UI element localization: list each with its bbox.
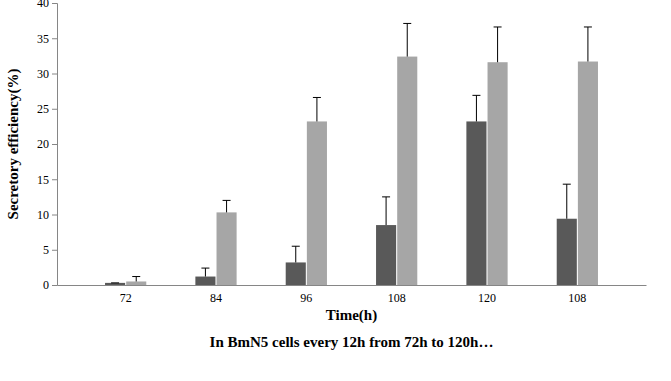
y-tick-mark: [52, 179, 57, 180]
x-tick: 72: [120, 285, 132, 305]
y-tick: 20: [37, 137, 57, 151]
bar: [488, 62, 508, 285]
y-tick: 0: [43, 278, 57, 292]
bar: [376, 225, 396, 285]
error-cap: [313, 97, 321, 98]
y-tick-label: 40: [37, 0, 49, 10]
y-tick-mark: [52, 215, 57, 216]
x-tick: 84: [210, 285, 222, 305]
y-tick: 15: [37, 173, 57, 187]
error-cap: [132, 276, 140, 277]
error-cap: [201, 268, 209, 269]
y-tick: 40: [37, 0, 57, 10]
y-tick-mark: [52, 74, 57, 75]
bar: [105, 283, 125, 285]
error-cap: [563, 184, 571, 185]
x-axis: 72 84 96 108 120 108: [58, 285, 647, 305]
x-axis-line: [58, 285, 647, 286]
bar: [466, 121, 486, 285]
chart: 0 5 10 15 20 25 30 35 40 72 84 96 108 120 108 Time(h) Se…: [0, 0, 671, 381]
x-tick-label: 120: [478, 291, 496, 305]
y-tick: 30: [37, 67, 57, 81]
error-cap: [111, 282, 119, 283]
y-tick-mark: [52, 285, 57, 286]
x-tick: 120: [478, 285, 496, 305]
error-cap: [584, 26, 592, 27]
y-axis-line: [52, 4, 58, 286]
x-axis-title: Time(h): [326, 307, 377, 324]
marks: [105, 23, 598, 285]
error-cap: [223, 200, 231, 201]
error-cap: [494, 26, 502, 27]
error-bar: [566, 184, 567, 219]
title: In BmN5 cells every 12h from 72h to 120h…: [210, 334, 494, 350]
y-tick: 10: [37, 208, 57, 222]
y-tick-label: 0: [43, 278, 49, 292]
error-bar: [497, 27, 498, 62]
error-cap: [382, 196, 390, 197]
error-cap: [472, 95, 480, 96]
error-bar: [316, 97, 317, 121]
bar: [307, 121, 327, 285]
bar: [397, 57, 417, 285]
y-axis-title: Secretory efficiency(%): [5, 69, 22, 220]
error-bar: [136, 277, 137, 282]
y-tick: 35: [37, 32, 57, 46]
x-tick-label: 108: [568, 291, 586, 305]
error-bar: [226, 200, 227, 212]
series: [126, 23, 598, 285]
error-cap: [403, 23, 411, 24]
y-tick-mark: [52, 3, 57, 4]
y-tick-label: 20: [37, 137, 49, 151]
error-bar: [205, 268, 206, 276]
x-tick-label: 84: [210, 291, 222, 305]
bar: [578, 62, 598, 285]
y-tick-label: 5: [43, 243, 49, 257]
bar: [557, 219, 577, 285]
y-tick: 25: [37, 102, 57, 116]
error-bar: [587, 27, 588, 62]
bar: [126, 281, 146, 285]
x-tick: 108: [388, 285, 406, 305]
error-bar: [407, 23, 408, 56]
y-tick: 5: [43, 243, 57, 257]
y-tick-label: 35: [37, 32, 49, 46]
y-tick-label: 30: [37, 67, 49, 81]
error-cap: [292, 246, 300, 247]
y-tick-label: 10: [37, 208, 49, 222]
error-bar: [476, 95, 477, 121]
y-tick-label: 25: [37, 102, 49, 116]
x-tick-label: 108: [388, 291, 406, 305]
y-tick-mark: [52, 144, 57, 145]
x-tick: 108: [568, 285, 586, 305]
y-tick-mark: [52, 250, 57, 251]
x-tick-label: 72: [120, 291, 132, 305]
bar: [217, 212, 237, 285]
y-axis: 0 5 10 15 20 25 30 35 40: [37, 0, 58, 292]
y-tick-label: 15: [37, 173, 49, 187]
error-bar: [386, 197, 387, 225]
bar: [286, 262, 306, 285]
x-tick-label: 96: [300, 291, 312, 305]
error-bar: [295, 246, 296, 262]
bar: [195, 277, 215, 285]
y-tick-mark: [52, 109, 57, 110]
y-tick-mark: [52, 38, 57, 39]
x-tick: 96: [300, 285, 312, 305]
plot: 0 5 10 15 20 25 30 35 40 72 84 96 108 120 108: [37, 0, 647, 305]
